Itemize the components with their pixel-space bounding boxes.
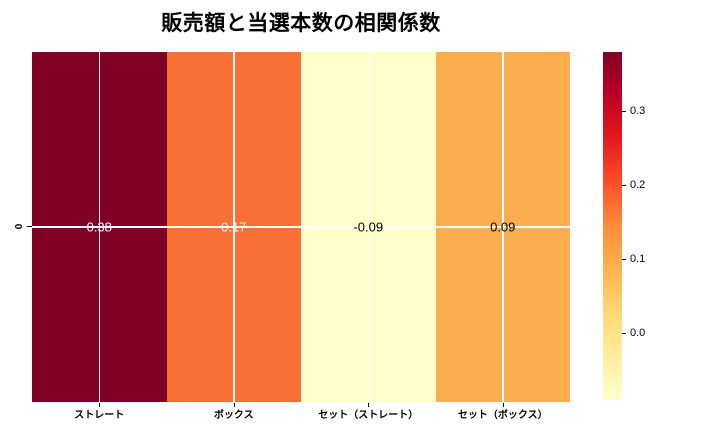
colorbar-tick-mark — [622, 110, 626, 112]
y-tick-mark — [27, 226, 32, 228]
colorbar — [603, 52, 622, 400]
x-axis-label-set-box: セット（ボックス） — [457, 410, 548, 421]
x-tick-mark — [368, 403, 370, 407]
colorbar-tick-mark — [622, 258, 626, 260]
cell-value: 0.09 — [490, 219, 516, 235]
chart-title: 販売額と当選本数の相関係数 — [161, 12, 441, 35]
colorbar-tick-label: 0.3 — [630, 105, 646, 118]
y-axis-label: 0 — [12, 223, 23, 230]
colorbar-tick-mark — [622, 332, 626, 334]
x-tick-mark — [233, 403, 235, 407]
x-axis-labels: ストレート ボックス セット（ストレート） セット（ボックス） — [32, 406, 570, 421]
cell-value: -0.09 — [353, 219, 384, 235]
heatmap-plot: 0.38 0.17 -0.09 0.09 — [32, 52, 570, 407]
colorbar-tick-label: 0.0 — [630, 327, 646, 340]
x-axis-label-set-straight: セット（ストレート） — [318, 410, 419, 421]
cell-value: 0.38 — [86, 219, 112, 235]
cell-value: 0.17 — [221, 219, 247, 235]
x-tick-mark — [502, 403, 504, 407]
x-axis-label-box: ボックス — [213, 410, 254, 421]
colorbar-tick-label: 0.1 — [630, 253, 646, 266]
colorbar-tick-label: 0.2 — [630, 179, 646, 192]
x-tick-mark — [99, 403, 101, 407]
x-axis-label-straight: ストレート — [74, 410, 125, 421]
gridline-horizontal — [32, 226, 570, 228]
colorbar-tick-mark — [622, 184, 626, 186]
